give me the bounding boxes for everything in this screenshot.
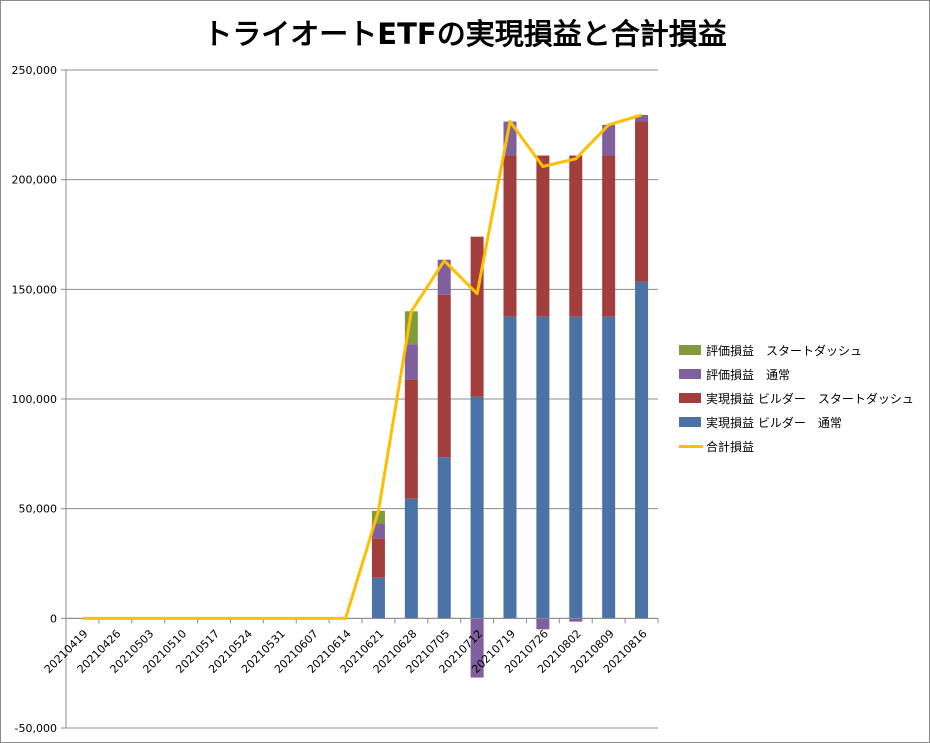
bar-segment: [371, 538, 385, 578]
bar-segment: [470, 236, 484, 397]
bar-segment: [536, 618, 550, 630]
bar-segment: [437, 294, 451, 458]
legend-swatch: [679, 345, 701, 355]
y-tick-label: 250,000: [12, 64, 58, 77]
bar-segment: [635, 114, 649, 122]
series-line-total: [82, 113, 642, 620]
bar-segment: [503, 121, 517, 156]
bar-segment: [602, 155, 616, 317]
legend-label: 評価損益 スタートダッシュ: [706, 344, 863, 358]
bar-segment: [404, 379, 418, 499]
bar-segment: [404, 344, 418, 380]
bar-segment: [503, 316, 517, 619]
bar-segment: [569, 618, 583, 622]
y-tick-label: 100,000: [12, 393, 58, 406]
bar-segment: [470, 618, 484, 678]
bar-segment: [635, 121, 649, 282]
legend-item: 評価損益 スタートダッシュ: [679, 342, 927, 366]
legend-swatch: [679, 393, 701, 403]
bar-segment: [569, 316, 583, 619]
chart-title: トライオートETFの実現損益と合計損益: [203, 17, 727, 51]
bar-segment: [404, 498, 418, 619]
legend-item: 実現損益 ビルダー 通常: [679, 414, 927, 438]
legend: 評価損益 スタートダッシュ 評価損益 通常実現損益 ビルダー スタートダッシュ 実現…: [679, 342, 927, 462]
legend-label: 合計損益: [706, 440, 755, 454]
y-tick-label: 150,000: [12, 283, 58, 296]
legend-label: 評価損益 通常: [706, 368, 791, 382]
legend-swatch: [679, 445, 703, 448]
bar-segment: [536, 316, 550, 619]
bar-segment: [602, 124, 616, 156]
bar-segment: [371, 577, 385, 619]
legend-item: 実現損益 ビルダー スタートダッシュ: [679, 390, 927, 414]
bar-segment: [371, 524, 385, 539]
legend-label: 実現損益 ビルダー 通常: [706, 416, 842, 430]
legend-item: 合計損益: [679, 438, 927, 462]
y-tick-label: 200,000: [12, 174, 58, 187]
bar-segment: [470, 396, 484, 619]
y-tick-label: -50,000: [15, 722, 57, 735]
bar-segment: [602, 316, 616, 619]
bar-segment: [569, 155, 583, 317]
legend-swatch: [679, 417, 701, 427]
y-tick-label: 0: [50, 612, 57, 625]
bar-segment: [635, 281, 649, 619]
legend-label: 実現損益 ビルダー スタートダッシュ: [706, 392, 914, 406]
bar-segment: [536, 155, 550, 317]
bar-segment: [503, 155, 517, 317]
y-tick-label: 50,000: [19, 503, 58, 516]
legend-swatch: [679, 369, 701, 379]
bar-segment: [437, 457, 451, 619]
legend-item: 評価損益 通常: [679, 366, 927, 390]
